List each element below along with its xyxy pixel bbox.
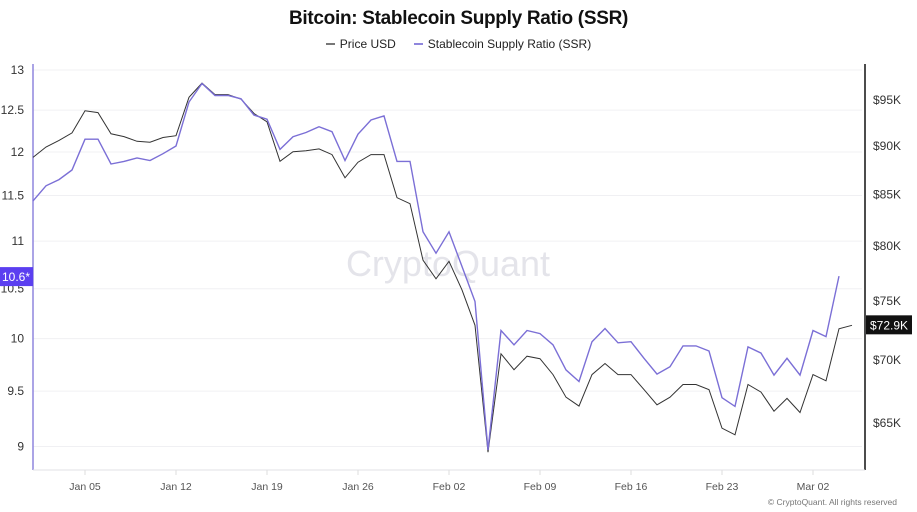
right-tick-label: $85K — [873, 188, 901, 202]
right-tick-label: $75K — [873, 294, 901, 308]
right-tick-label: $80K — [873, 239, 901, 253]
left-tick-label: 11.5 — [2, 189, 25, 203]
chart-title: Bitcoin: Stablecoin Supply Ratio (SSR) — [288, 8, 629, 29]
series-line-price — [32, 82, 853, 453]
current-ssr-label: 10.6* — [2, 270, 30, 284]
left-tick-label: 9 — [17, 440, 24, 454]
series-line-ssr — [32, 82, 840, 451]
current-ssr-badge — [0, 267, 33, 287]
x-tick-label: Mar 02 — [797, 481, 830, 493]
right-tick-label: $65K — [873, 416, 901, 430]
left-tick-label: 9.5 — [7, 384, 24, 398]
left-tick-label: 12 — [11, 145, 25, 159]
x-tick-label: Feb 09 — [524, 481, 557, 493]
x-tick-label: Feb 23 — [706, 481, 739, 493]
x-tick-label: Jan 26 — [342, 481, 374, 493]
x-tick-label: Feb 16 — [615, 481, 648, 493]
legend-item-ssr[interactable]: Stablecoin Supply Ratio (SSR) — [413, 37, 592, 51]
legend-swatch-ssr — [413, 43, 423, 45]
legend-swatch-price — [325, 43, 335, 45]
current-price-label: $72.9K — [870, 318, 908, 332]
left-tick-label: 11 — [12, 234, 25, 248]
current-price-badge — [866, 315, 912, 335]
legend-label-price: Price USD — [339, 37, 396, 51]
left-tick-label: 13 — [11, 63, 25, 77]
right-tick-label: $95K — [873, 93, 901, 107]
legend-label-ssr: Stablecoin Supply Ratio (SSR) — [427, 37, 592, 51]
x-tick-label: Jan 05 — [69, 481, 101, 493]
watermark: CryptoQuant — [346, 243, 550, 284]
x-tick-label: Jan 12 — [160, 481, 192, 493]
right-tick-label: $70K — [873, 353, 901, 367]
x-tick-label: Jan 19 — [251, 481, 283, 493]
left-tick-label: 12.5 — [1, 103, 25, 117]
copyright-text: © CryptoQuant. All rights reserved — [767, 497, 897, 507]
left-tick-label: 10 — [11, 332, 25, 346]
legend: Price USD Stablecoin Supply Ratio (SSR) — [0, 37, 917, 51]
legend-item-price[interactable]: Price USD — [325, 37, 396, 51]
right-tick-label: $90K — [873, 139, 901, 153]
x-tick-label: Feb 02 — [433, 481, 466, 493]
